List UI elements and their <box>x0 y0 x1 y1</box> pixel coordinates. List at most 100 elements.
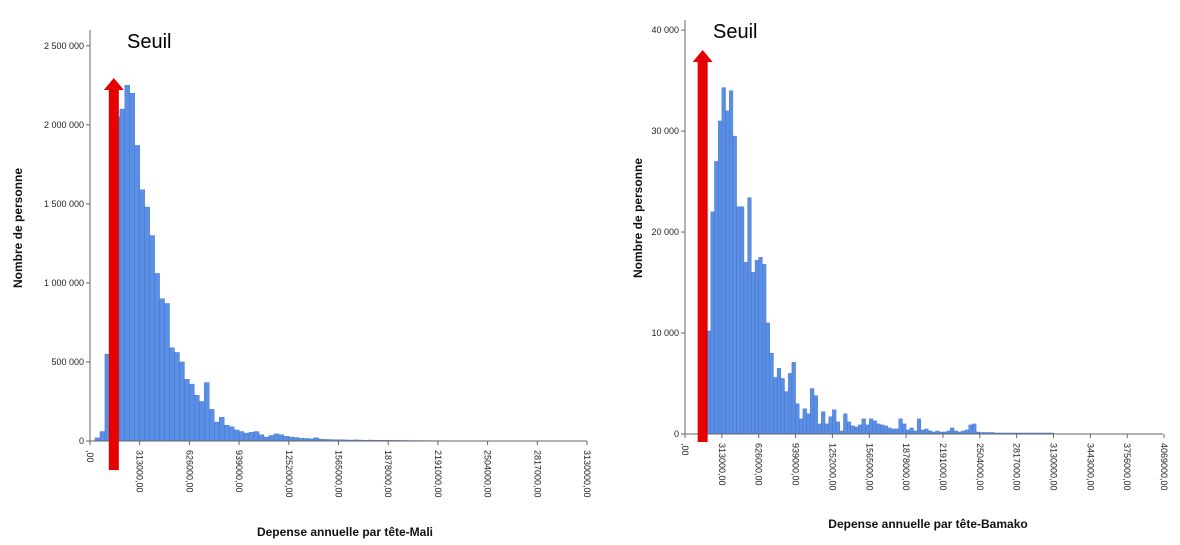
histogram-bar <box>780 378 785 435</box>
histogram-bar <box>924 428 929 435</box>
histogram-bar <box>725 110 730 435</box>
histogram-bar <box>861 418 866 435</box>
seuil-label-bamako: Seuil <box>713 21 757 43</box>
histogram-bar <box>154 273 160 442</box>
histogram-bar <box>806 413 811 435</box>
histogram-bar <box>721 87 726 435</box>
histogram-bar <box>773 377 778 435</box>
histogram-bar <box>134 145 140 442</box>
histogram-bar <box>813 395 818 435</box>
histogram-bar <box>920 429 925 435</box>
threshold-arrow-shaft <box>108 88 119 470</box>
histogram-bar <box>894 428 899 435</box>
x-tick-label: 626000,00 <box>184 450 194 493</box>
seuil-label-mali: Seuil <box>127 31 171 53</box>
histogram-bamako-svg: 0 10 000 20 000 30 000 40 000 ,00 313000,00 626… <box>631 20 1169 531</box>
y-tick-label: 30 000 <box>651 126 679 136</box>
histogram-bar <box>869 418 874 435</box>
histogram-bar <box>880 424 885 435</box>
histogram-bar <box>194 394 200 442</box>
histogram-bar <box>144 206 150 442</box>
x-tick-label: 939000,00 <box>791 443 801 486</box>
histogram-bar <box>802 408 807 435</box>
x-tick-label: 313000,00 <box>135 450 145 493</box>
histogram-bar <box>765 322 770 435</box>
histogram-bar <box>784 391 789 435</box>
histogram-bar <box>174 352 180 442</box>
x-tick-label: 1252000,00 <box>284 450 294 498</box>
axes-mali: 0 500 000 1 000 000 1 500 000 2 000 000 2 500… <box>44 30 592 498</box>
histogram-bar <box>149 235 155 442</box>
histogram-bar <box>754 260 759 435</box>
x-tick-label: 939000,00 <box>234 450 244 493</box>
histogram-bar <box>209 409 215 442</box>
histogram-bar <box>243 432 250 442</box>
histogram-bar <box>876 423 881 435</box>
histogram-bar <box>238 431 245 442</box>
x-tick-label: 4069000,00 <box>1159 443 1169 491</box>
axes-bamako: 0 10 000 20 000 30 000 40 000 ,00 313000,00 626… <box>651 20 1169 491</box>
x-tick-label: 3130000,00 <box>582 450 592 498</box>
histogram-bar <box>902 423 907 435</box>
histogram-bar <box>817 423 822 435</box>
x-tick-label: 2817000,00 <box>532 450 542 498</box>
threshold-arrow-head <box>103 78 124 90</box>
histogram-bar <box>762 264 767 435</box>
x-tick-label: 626000,00 <box>754 443 764 486</box>
threshold-arrow-head <box>692 50 713 62</box>
histogram-bar <box>164 303 170 442</box>
y-tick-label: 10 000 <box>651 328 679 338</box>
histogram-bar <box>717 120 723 435</box>
x-tick-label: 2191000,00 <box>433 450 443 498</box>
histogram-bar <box>129 93 135 442</box>
histogram-bar <box>189 383 195 442</box>
histogram-bar <box>283 436 289 442</box>
x-axis-title-bamako: Depense annuelle par tête-Bamako <box>828 517 1027 531</box>
histogram-bar <box>787 373 793 435</box>
histogram-bar <box>199 401 205 442</box>
histogram-bar <box>824 423 829 435</box>
histogram-bar <box>968 424 973 435</box>
histogram-bar <box>714 161 719 435</box>
x-tick-label: 1252000,00 <box>827 443 837 491</box>
x-tick-label: 3130000,00 <box>1049 443 1059 491</box>
histogram-bar <box>854 426 859 435</box>
histogram-bar <box>706 330 712 435</box>
histogram-bar <box>898 418 903 435</box>
y-tick-label: 40 000 <box>651 25 679 35</box>
histogram-bar <box>799 418 804 435</box>
histogram-bar <box>872 420 877 435</box>
x-tick-label: 1565000,00 <box>864 443 874 491</box>
histogram-bar <box>751 272 756 435</box>
x-tick-label: 1565000,00 <box>334 450 344 498</box>
histogram-bar <box>891 428 896 435</box>
histogram-bar <box>964 429 969 435</box>
x-tick-label: 3443000,00 <box>1085 443 1095 491</box>
histogram-bar <box>776 368 782 435</box>
histogram-bar <box>887 427 892 435</box>
x-tick-label: 1878000,00 <box>383 450 393 498</box>
histogram-bar <box>769 353 774 435</box>
histogram-bamako: 0 10 000 20 000 30 000 40 000 ,00 313000,00 626… <box>600 0 1180 545</box>
y-axis-title-bamako: Nombre de personne <box>631 158 645 278</box>
threshold-arrow-bamako <box>692 50 713 442</box>
histogram-bar <box>950 427 955 435</box>
histogram-bar <box>743 262 748 435</box>
histogram-bar <box>288 436 294 442</box>
histogram-bar <box>810 388 815 435</box>
x-tick-label: 2817000,00 <box>1012 443 1022 491</box>
y-tick-label: 0 <box>674 429 679 439</box>
histogram-bar <box>124 85 130 442</box>
histogram-bar <box>278 434 285 442</box>
histogram-bar <box>843 413 848 435</box>
histogram-bar <box>263 436 270 442</box>
histogram-bar <box>916 418 922 435</box>
y-tick-label: 20 000 <box>651 227 679 237</box>
histogram-bar <box>732 135 737 435</box>
histogram-bar <box>223 424 230 442</box>
y-tick-label: 1 000 000 <box>44 278 84 288</box>
x-tick-label: ,00 <box>680 443 690 456</box>
y-tick-label: 2 000 000 <box>44 120 84 130</box>
histogram-bar <box>740 206 745 435</box>
histogram-bar <box>159 298 165 442</box>
